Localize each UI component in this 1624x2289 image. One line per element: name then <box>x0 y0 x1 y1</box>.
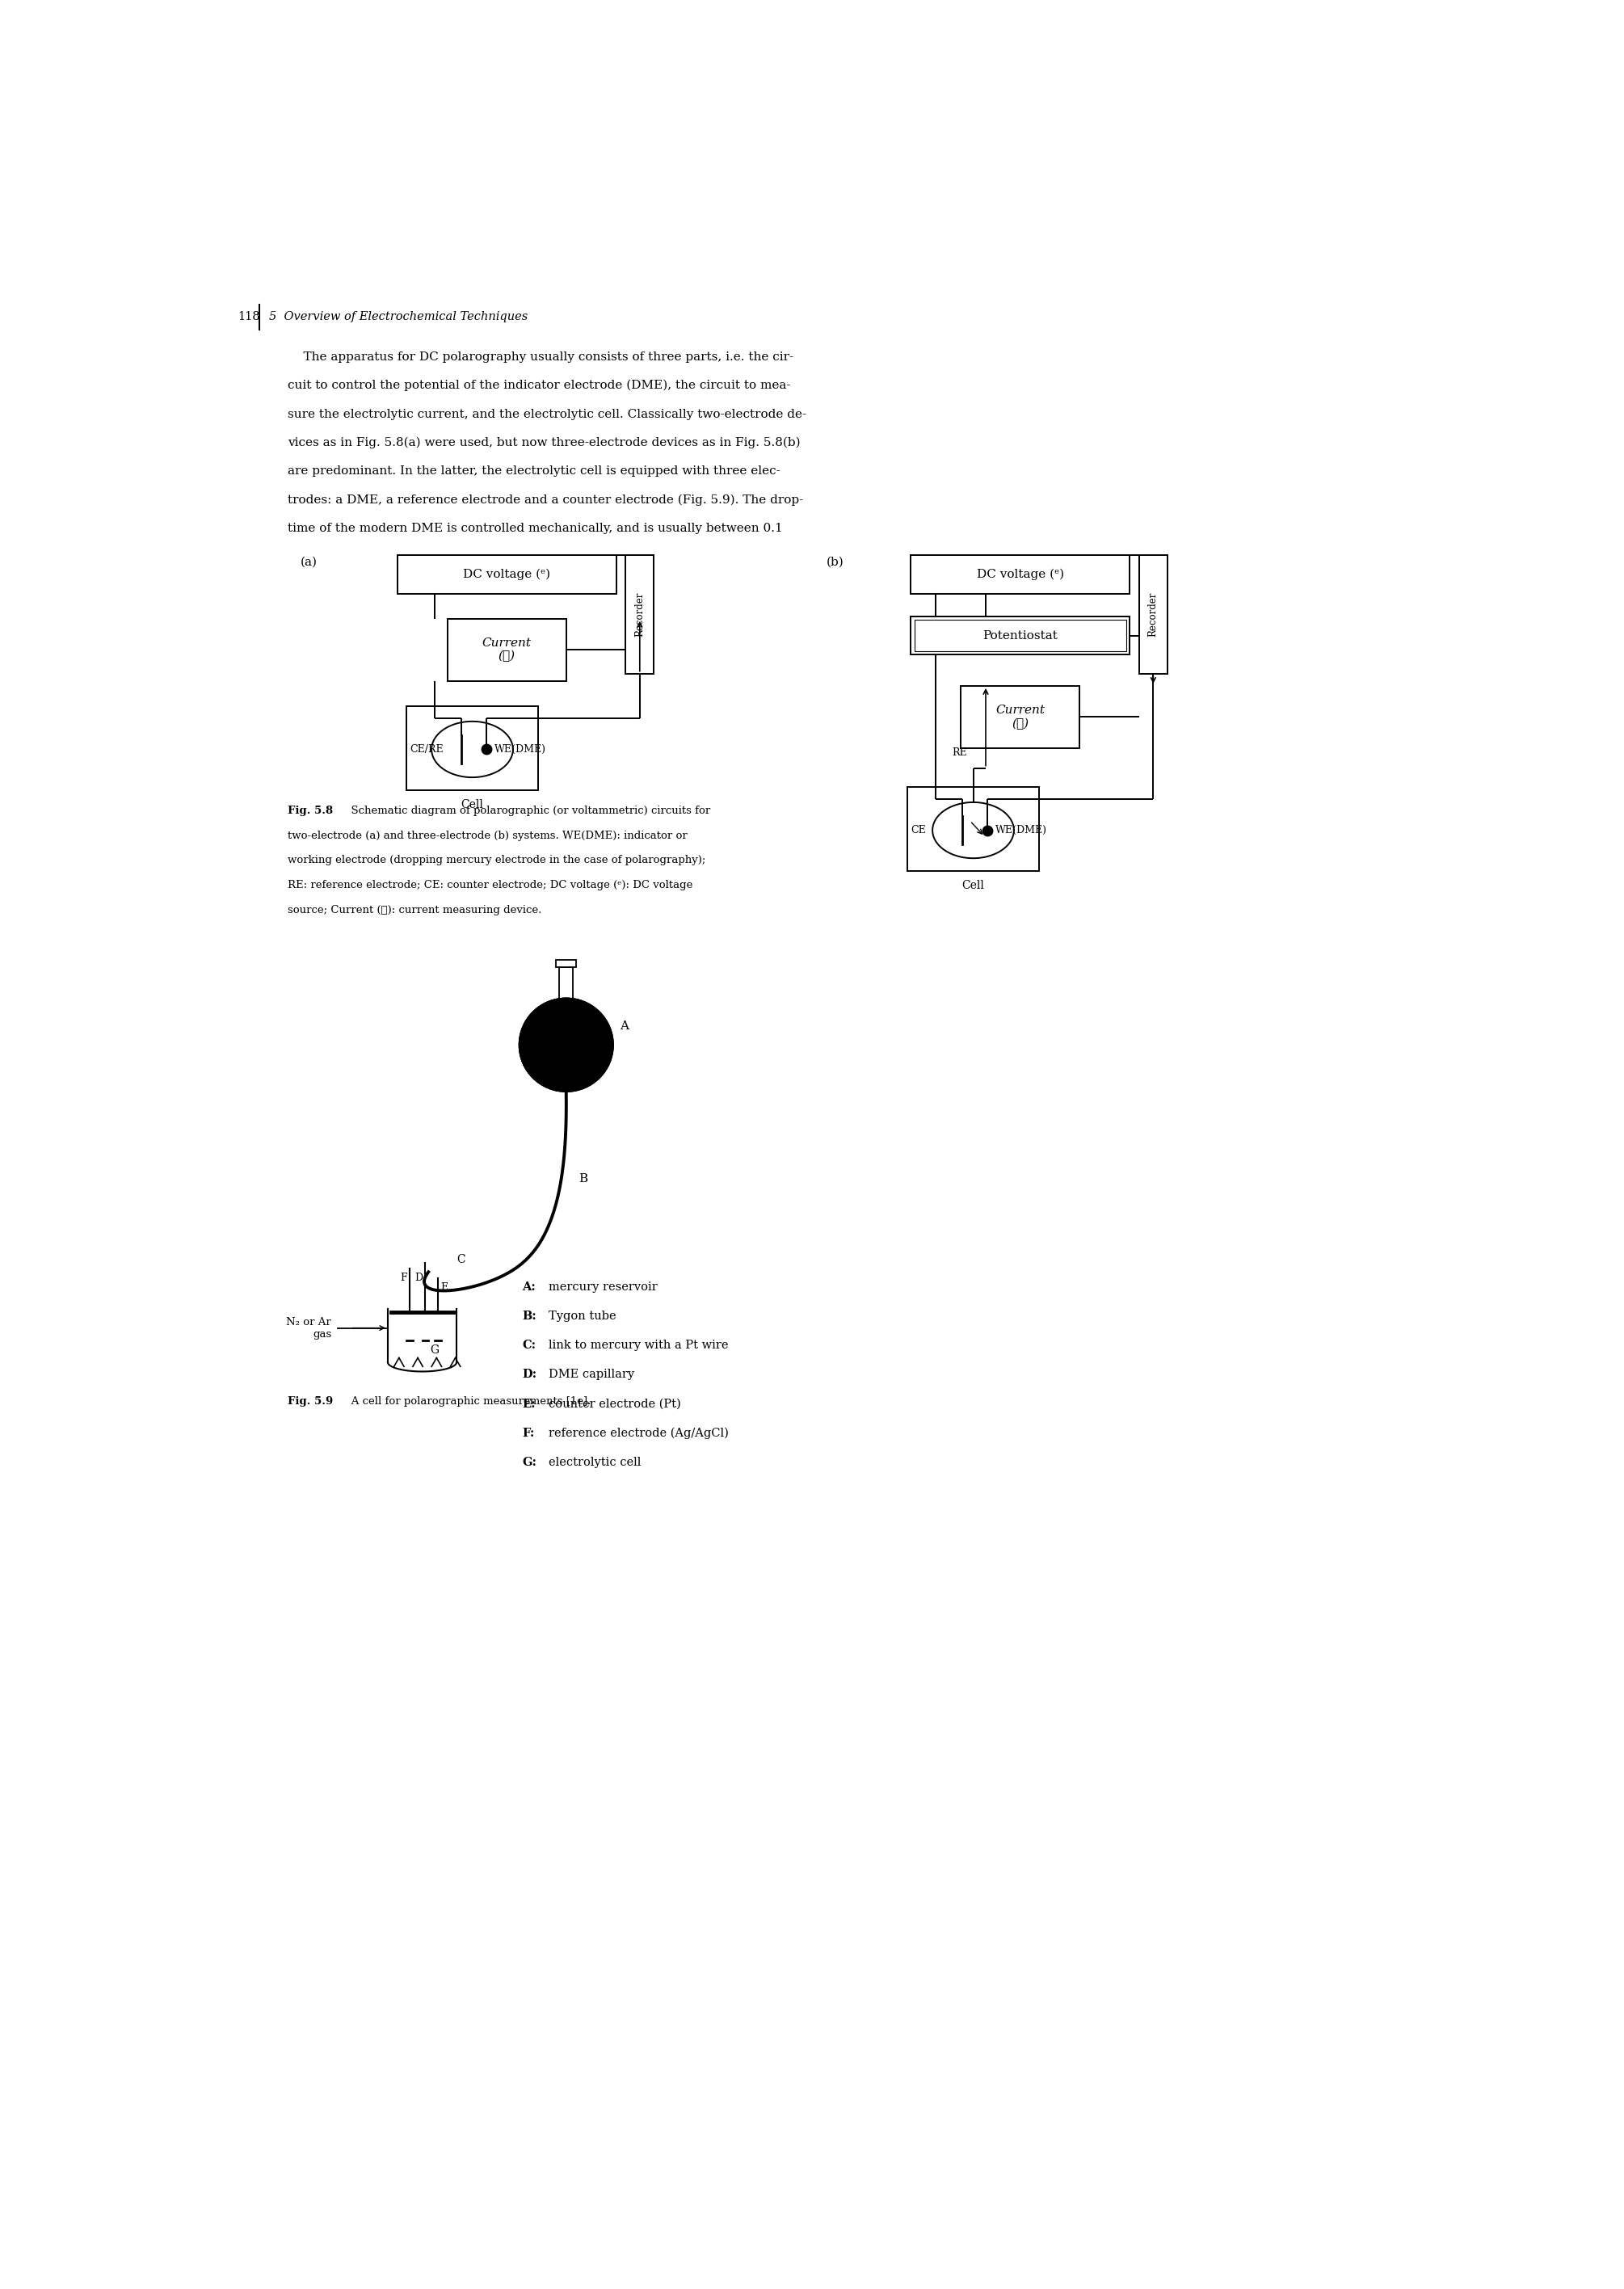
Polygon shape <box>520 998 614 1092</box>
FancyBboxPatch shape <box>625 556 654 673</box>
Text: Recorder: Recorder <box>635 593 645 636</box>
FancyBboxPatch shape <box>914 620 1125 650</box>
Text: DC voltage (ᵉ): DC voltage (ᵉ) <box>976 568 1064 581</box>
Text: sure the electrolytic current, and the electrolytic cell. Classically two-electr: sure the electrolytic current, and the e… <box>287 407 807 419</box>
Text: (a): (a) <box>300 556 317 568</box>
Text: WE(DME): WE(DME) <box>996 824 1047 835</box>
Text: WE(DME): WE(DME) <box>494 744 546 755</box>
Text: F: F <box>400 1273 408 1284</box>
Text: Tygon tube: Tygon tube <box>549 1312 615 1321</box>
FancyBboxPatch shape <box>911 556 1130 593</box>
FancyBboxPatch shape <box>559 968 573 1000</box>
Text: E: E <box>440 1282 448 1293</box>
Text: F:: F: <box>523 1428 534 1440</box>
Text: are predominant. In the latter, the electrolytic cell is equipped with three ele: are predominant. In the latter, the elec… <box>287 465 780 476</box>
Text: trodes: a DME, a reference electrode and a counter electrode (Fig. 5.9). The dro: trodes: a DME, a reference electrode and… <box>287 494 804 506</box>
Text: B: B <box>578 1172 588 1183</box>
Text: Fig. 5.9: Fig. 5.9 <box>287 1396 333 1408</box>
Text: link to mercury with a Pt wire: link to mercury with a Pt wire <box>549 1339 729 1351</box>
Text: DME capillary: DME capillary <box>549 1369 635 1380</box>
FancyBboxPatch shape <box>1138 556 1168 673</box>
Text: mercury reservoir: mercury reservoir <box>549 1282 658 1293</box>
Text: RE: reference electrode; CE: counter electrode; DC voltage (ᵉ): DC voltage: RE: reference electrode; CE: counter ele… <box>287 879 692 890</box>
FancyBboxPatch shape <box>447 618 567 680</box>
Circle shape <box>520 998 614 1092</box>
Text: A cell for polarographic measurements [1e].: A cell for polarographic measurements [1… <box>341 1396 591 1408</box>
Text: D:: D: <box>523 1369 538 1380</box>
Text: C: C <box>456 1254 464 1266</box>
Text: reference electrode (Ag/AgCl): reference electrode (Ag/AgCl) <box>549 1428 729 1440</box>
Text: cuit to control the potential of the indicator electrode (DME), the circuit to m: cuit to control the potential of the ind… <box>287 380 791 391</box>
Text: DC voltage (ᵉ): DC voltage (ᵉ) <box>463 568 551 581</box>
Text: A:: A: <box>523 1282 536 1293</box>
Text: E:: E: <box>523 1399 536 1410</box>
Text: Current
(ℹ): Current (ℹ) <box>996 705 1044 730</box>
FancyBboxPatch shape <box>406 705 538 790</box>
Text: Schematic diagram of polarographic (or voltammetric) circuits for: Schematic diagram of polarographic (or v… <box>344 806 710 815</box>
Text: G: G <box>430 1344 438 1355</box>
Text: RE: RE <box>952 746 966 758</box>
Text: D: D <box>414 1273 422 1284</box>
FancyBboxPatch shape <box>908 787 1039 870</box>
Text: electrolytic cell: electrolytic cell <box>549 1456 641 1467</box>
Text: Recorder: Recorder <box>1148 593 1158 636</box>
Text: Fig. 5.8: Fig. 5.8 <box>287 806 333 815</box>
Text: source; Current (ℹ): current measuring device.: source; Current (ℹ): current measuring d… <box>287 904 541 916</box>
FancyBboxPatch shape <box>398 556 615 593</box>
Text: C:: C: <box>523 1339 536 1351</box>
Text: Potentiostat: Potentiostat <box>983 629 1057 641</box>
Text: CE: CE <box>911 824 926 835</box>
Text: 118: 118 <box>237 311 260 323</box>
FancyBboxPatch shape <box>555 959 577 968</box>
Text: Current
(ℹ): Current (ℹ) <box>482 639 531 662</box>
Text: The apparatus for DC polarography usually consists of three parts, i.e. the cir-: The apparatus for DC polarography usuall… <box>287 350 794 362</box>
Text: Cell: Cell <box>461 799 484 810</box>
Text: two-electrode (a) and three-electrode (b) systems. WE(DME): indicator or: two-electrode (a) and three-electrode (b… <box>287 831 687 840</box>
Text: working electrode (dropping mercury electrode in the case of polarography);: working electrode (dropping mercury elec… <box>287 856 705 865</box>
Text: B:: B: <box>523 1312 536 1321</box>
Text: A: A <box>619 1021 628 1032</box>
Text: time of the modern DME is controlled mechanically, and is usually between 0.1: time of the modern DME is controlled mec… <box>287 522 783 533</box>
Text: Cell: Cell <box>961 879 984 890</box>
Text: vices as in Fig. 5.8(a) were used, but now three-electrode devices as in Fig. 5.: vices as in Fig. 5.8(a) were used, but n… <box>287 437 801 449</box>
Text: N₂ or Ar
gas: N₂ or Ar gas <box>286 1316 331 1339</box>
Text: (b): (b) <box>827 556 843 568</box>
Text: 5  Overview of Electrochemical Techniques: 5 Overview of Electrochemical Techniques <box>268 311 528 323</box>
FancyBboxPatch shape <box>961 687 1080 749</box>
Text: counter electrode (Pt): counter electrode (Pt) <box>549 1399 680 1410</box>
Text: CE/RE: CE/RE <box>409 744 443 755</box>
FancyBboxPatch shape <box>911 616 1130 655</box>
Text: G:: G: <box>523 1456 538 1467</box>
